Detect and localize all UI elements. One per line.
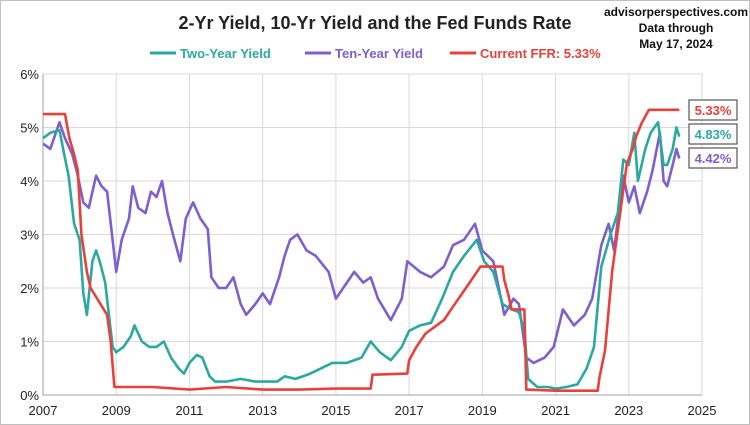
legend-label-two-year: Two-Year Yield — [180, 46, 271, 61]
y-tick-label: 2% — [20, 281, 39, 296]
series-line-ten-year — [42, 120, 681, 365]
x-tick-label: 2011 — [175, 403, 203, 418]
series-line-two-year — [42, 120, 681, 390]
plot-area — [42, 108, 681, 392]
end-labels: 4.83% 4.42% 5.33% — [688, 99, 738, 169]
y-tick-label: 5% — [20, 121, 39, 136]
end-label-box-two-year — [688, 123, 738, 145]
x-tick-label: 2013 — [248, 403, 277, 418]
data-through-label: Data through — [639, 21, 714, 35]
y-tick-label: 3% — [20, 228, 39, 243]
chart-title: 2-Yr Yield, 10-Yr Yield and the Fed Fund… — [178, 13, 571, 33]
end-label-box-ffr — [688, 99, 738, 121]
legend-label-ten-year: Ten-Year Yield — [335, 46, 423, 61]
x-tick-label: 2021 — [541, 403, 570, 418]
data-through-date: May 17, 2024 — [639, 37, 713, 51]
end-label-two-year: 4.83% — [695, 127, 732, 142]
x-tick-label: 2015 — [321, 403, 350, 418]
y-tick-label: 0% — [20, 388, 39, 403]
y-axis: 0% 1% 2% 3% 4% 5% 6% — [20, 67, 39, 403]
x-tick-label: 2025 — [688, 403, 717, 418]
end-label-ffr: 5.33% — [695, 103, 732, 118]
end-label-box-ten-year — [688, 147, 738, 169]
legend: Two-Year Yield Ten-Year Yield Current FFR:… — [150, 46, 601, 61]
end-label-ten-year: 4.42% — [695, 151, 732, 166]
legend-label-ffr: Current FFR: 5.33% — [480, 46, 601, 61]
y-tick-label: 6% — [20, 67, 39, 82]
x-tick-label: 2017 — [395, 403, 424, 418]
series-line-ffr — [43, 108, 680, 392]
x-tick-label: 2019 — [468, 403, 497, 418]
y-tick-label: 1% — [20, 335, 39, 350]
x-tick-label: 2007 — [29, 403, 58, 418]
x-tick-label: 2009 — [102, 403, 131, 418]
source-label: advisorperspectives.com — [604, 5, 748, 19]
x-tick-label: 2023 — [614, 403, 643, 418]
y-tick-label: 4% — [20, 174, 39, 189]
gridlines — [42, 73, 703, 396]
x-axis: 2007 2009 2011 2013 2015 2017 2019 2021 2023 2025 — [29, 403, 717, 418]
